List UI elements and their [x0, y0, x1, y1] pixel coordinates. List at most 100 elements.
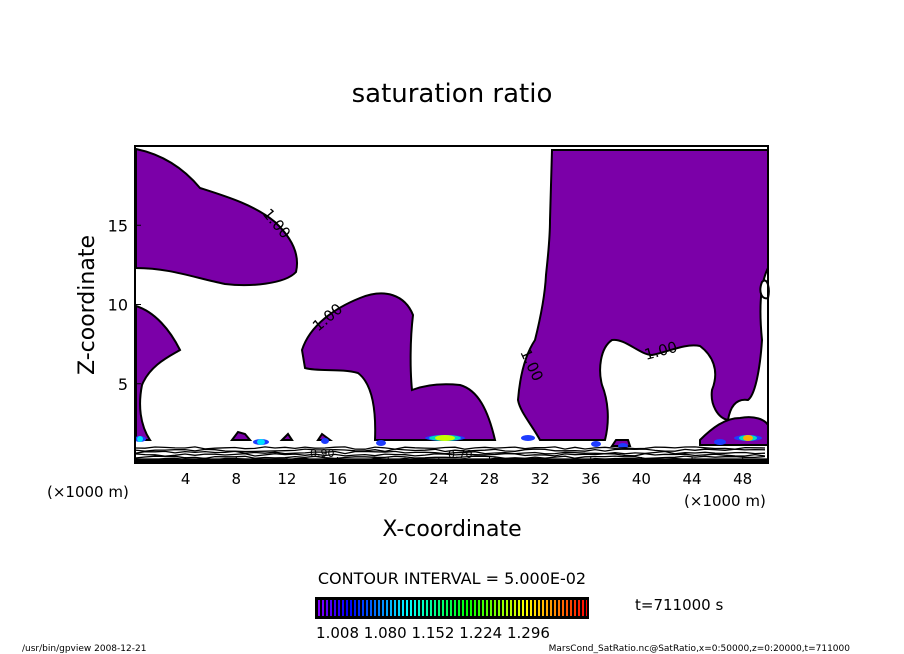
colorbar-tick-label: 1.008 [316, 624, 359, 642]
colorbar-swatch [334, 600, 336, 616]
colorbar-swatch [474, 600, 476, 616]
y-tick-label: 5 [118, 375, 128, 394]
colorbar-swatch [534, 600, 536, 616]
colorbar-swatch [486, 600, 488, 616]
colorbar-swatch [322, 600, 324, 616]
plot-area: 1.00 1.00 1.00 1.00 0.90 0.70 [134, 145, 770, 464]
contour-line [134, 446, 766, 450]
colorbar-swatch [374, 600, 376, 616]
x-tick-label: 20 [379, 470, 398, 488]
colorbar-swatch [362, 600, 364, 616]
colorbar-swatch [394, 600, 396, 616]
footer-left: /usr/bin/gpview 2008-12-21 [22, 644, 146, 654]
colorbar-swatch [358, 600, 360, 616]
colorbar-swatch [382, 600, 384, 616]
colorbar-swatch [430, 600, 432, 616]
colorbar-swatch [406, 600, 408, 616]
colorbar-tick-label: 1.080 [364, 624, 407, 642]
colorbar-swatch [434, 600, 436, 616]
colorbar-swatch [570, 600, 572, 616]
region-bumps [230, 430, 632, 447]
colorbar-swatch [494, 600, 496, 616]
colorbar-swatch [506, 600, 508, 616]
chart-title: saturation ratio [352, 79, 553, 109]
colorbar-labels: 1.008 1.080 1.152 1.224 1.296 [316, 624, 550, 642]
colorbar-swatch [378, 600, 380, 616]
saturation-spot [743, 435, 753, 441]
colorbar-tick-label: 1.224 [459, 624, 502, 642]
x-tick-label: 32 [531, 470, 550, 488]
colorbar-swatch [478, 600, 480, 616]
colorbar-swatch [582, 600, 584, 616]
x-tick-label: 24 [429, 470, 448, 488]
colorbar-swatch [502, 600, 504, 616]
colorbar-swatch [390, 600, 392, 616]
colorbar-swatch [546, 600, 548, 616]
colorbar-swatch [578, 600, 580, 616]
colorbar-swatch [326, 600, 328, 616]
colorbar-swatch [482, 600, 484, 616]
colorbar [316, 598, 588, 618]
colorbar-tick-label: 1.296 [507, 624, 550, 642]
y-axis-ticks: 5 10 15 [108, 216, 141, 394]
colorbar-swatch [470, 600, 472, 616]
saturation-spot [137, 436, 143, 442]
x-tick-label: 48 [733, 470, 752, 488]
x-tick-label: 4 [181, 470, 191, 488]
colorbar-swatch [446, 600, 448, 616]
colorbar-swatch [454, 600, 456, 616]
colorbar-swatch [550, 600, 552, 616]
colorbar-swatch [530, 600, 532, 616]
y-tick-label: 10 [108, 296, 128, 315]
y-axis-label: Z-coordinate [75, 235, 100, 375]
contour-line [134, 453, 766, 457]
colorbar-swatch [438, 600, 440, 616]
colorbar-swatch [498, 600, 500, 616]
colorbar-swatch [554, 600, 556, 616]
colorbar-swatch [566, 600, 568, 616]
saturation-spot [521, 435, 535, 441]
footer-right: MarsCond_SatRatio.nc@SatRatio,x=0:50000,… [549, 644, 851, 654]
saturation-spot [321, 438, 329, 444]
colorbar-swatch [342, 600, 344, 616]
colorbar-swatch [462, 600, 464, 616]
y-tick-label: 15 [108, 216, 128, 235]
contour-interval: CONTOUR INTERVAL = 5.000E-02 [318, 569, 586, 588]
colorbar-swatch [338, 600, 340, 616]
region-right-lower [699, 416, 769, 446]
colorbar-swatch [350, 600, 352, 616]
colorbar-swatch [490, 600, 492, 616]
colorbar-swatch [346, 600, 348, 616]
contour-label: 0.90 [310, 447, 335, 460]
contour-line [134, 455, 766, 460]
contour-label: 0.70 [448, 448, 473, 461]
colorbar-swatch [542, 600, 544, 616]
colorbar-swatch [442, 600, 444, 616]
x-tick-label: 40 [632, 470, 651, 488]
colorbar-swatch [526, 600, 528, 616]
colorbar-swatch [366, 600, 368, 616]
x-axis-ticks: 4 8 12 16 20 24 28 32 36 40 44 48 [181, 457, 752, 488]
x-tick-label: 44 [682, 470, 701, 488]
saturation-spot [435, 435, 455, 441]
colorbar-swatch [574, 600, 576, 616]
colorbar-swatch [518, 600, 520, 616]
region-middle [300, 292, 497, 441]
x-tick-label: 8 [232, 470, 242, 488]
colorbar-swatch [510, 600, 512, 616]
time-label: t=711000 s [635, 596, 723, 614]
colorbar-swatch [562, 600, 564, 616]
x-tick-label: 16 [328, 470, 347, 488]
supersaturated-region [135, 147, 770, 447]
colorbar-swatch [558, 600, 560, 616]
colorbar-swatch [522, 600, 524, 616]
colorbar-swatch [450, 600, 452, 616]
colorbar-swatch [318, 600, 320, 616]
high-saturation-spots [134, 435, 762, 449]
colorbar-swatch [414, 600, 416, 616]
x-axis-label: X-coordinate [382, 517, 521, 542]
colorbar-swatch [398, 600, 400, 616]
x-unit-label-right: (×1000 m) [684, 492, 766, 510]
